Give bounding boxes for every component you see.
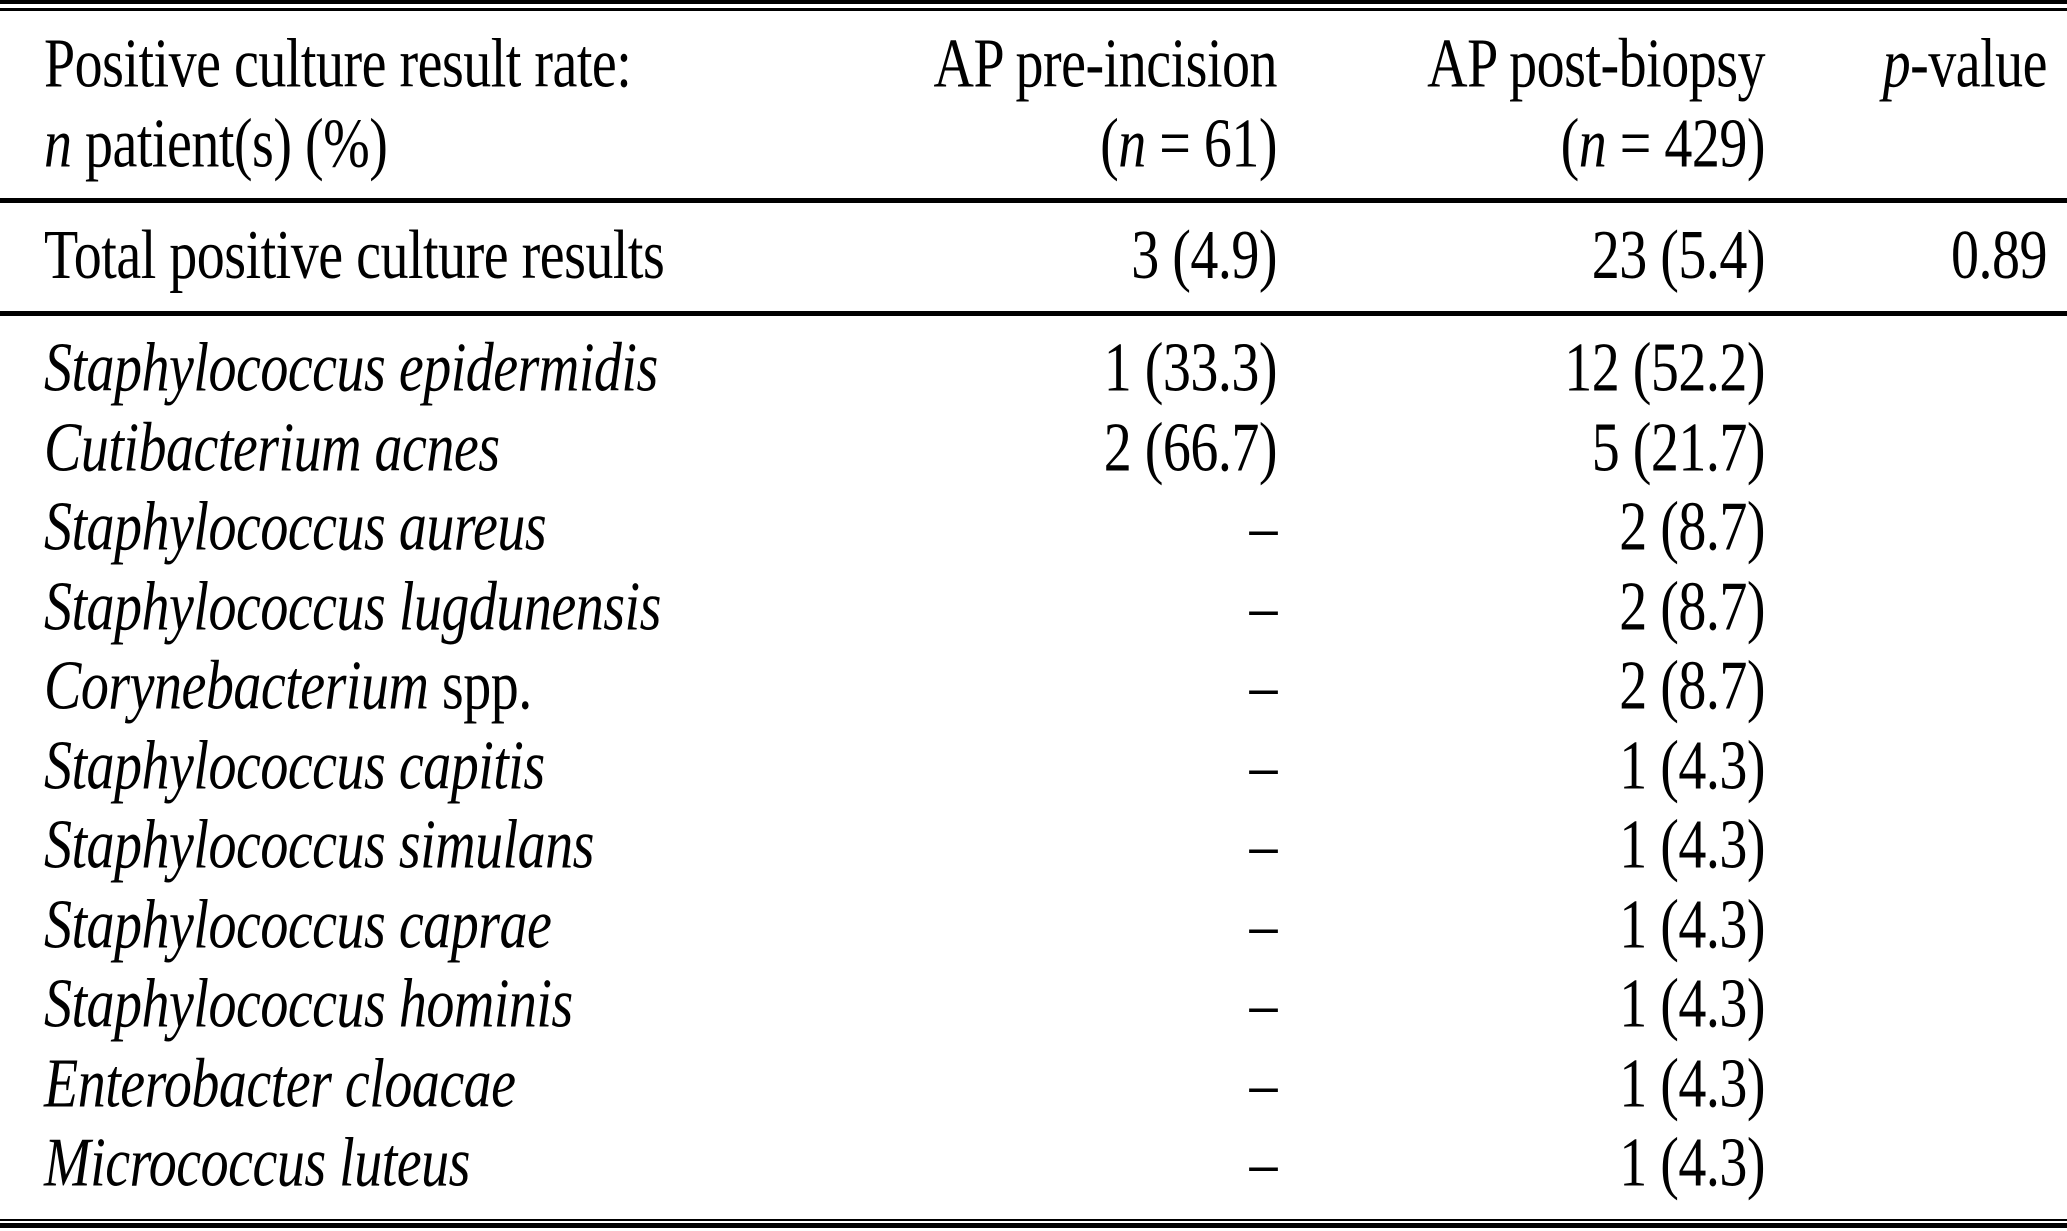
- pre-incision-value: –: [1249, 1044, 1278, 1123]
- table-row: Staphylococcus lugdunensis – 2 (8.7): [0, 567, 2067, 649]
- total-row: Total positive culture results 3 (4.9) 2…: [0, 203, 2067, 311]
- table-body: Staphylococcus epidermidis 1 (33.3) 12 (…: [0, 316, 2067, 1205]
- header-separator-rule: [0, 198, 2067, 203]
- post-biopsy-value: 2 (8.7): [1619, 647, 1765, 725]
- total-row-label: Total positive culture results: [44, 216, 665, 295]
- post-biopsy-value: 1 (4.3): [1619, 1124, 1765, 1202]
- pre-incision-value: –: [1249, 1124, 1278, 1202]
- italic-n: n: [44, 105, 72, 183]
- header-col4-line1: p-value: [1882, 14, 2048, 114]
- post-biopsy-value: 1 (4.3): [1619, 806, 1765, 884]
- post-biopsy-value: 2 (8.7): [1619, 488, 1765, 566]
- pre-incision-value: –: [1249, 567, 1278, 646]
- header-col4-rest: -value: [1910, 25, 2047, 103]
- italic-p: p: [1882, 25, 1911, 103]
- top-double-rule: [0, 0, 2067, 11]
- species-name: Corynebacterium: [44, 647, 429, 725]
- pre-incision-value: 1 (33.3): [1103, 329, 1278, 407]
- italic-n: n: [1578, 105, 1607, 183]
- header-col3-line1: AP post-biopsy: [1427, 25, 1765, 103]
- table-row: Staphylococcus aureus – 2 (8.7): [0, 488, 2067, 569]
- header-row-label-column: Positive culture result rate: n patient(…: [0, 25, 857, 198]
- species-name: Staphylococcus aureus: [44, 488, 547, 566]
- header-col2-count: = 61): [1145, 105, 1277, 183]
- species-suffix: spp.: [428, 647, 532, 725]
- pre-incision-value: –: [1249, 965, 1278, 1043]
- italic-n: n: [1118, 105, 1146, 183]
- post-biopsy-value: 12 (52.2): [1564, 329, 1765, 407]
- header-col1-line2-rest: patient(s) (%): [71, 105, 388, 183]
- species-name: Staphylococcus caprae: [44, 885, 552, 964]
- table-row: Corynebacterium spp. – 2 (8.7): [0, 647, 2067, 728]
- pre-incision-value: –: [1249, 726, 1278, 805]
- post-biopsy-value: 2 (8.7): [1619, 567, 1765, 646]
- table-row: Staphylococcus simulans – 1 (4.3): [0, 806, 2067, 887]
- table-header: Positive culture result rate: n patient(…: [0, 11, 2067, 198]
- total-pre-incision-value: 3 (4.9): [1131, 216, 1277, 295]
- header-col3-line2: (n = 429): [1560, 94, 1766, 194]
- pre-incision-value: –: [1249, 647, 1278, 725]
- post-biopsy-value: 1 (4.3): [1619, 726, 1765, 805]
- post-biopsy-value: 1 (4.3): [1619, 885, 1765, 964]
- species-name: Staphylococcus simulans: [44, 806, 594, 884]
- paren-open: (: [1560, 105, 1580, 183]
- table-row: Staphylococcus caprae – 1 (4.3): [0, 885, 2067, 967]
- post-biopsy-value: 1 (4.3): [1619, 1044, 1765, 1123]
- header-p-value-column: p-value: [1765, 25, 2048, 198]
- header-col2-line2: (n = 61): [1100, 94, 1277, 194]
- species-name: Micrococcus luteus: [44, 1124, 470, 1202]
- header-col3-count: = 429): [1606, 105, 1766, 183]
- table-row: Staphylococcus epidermidis 1 (33.3) 12 (…: [0, 329, 2067, 410]
- table-row: Staphylococcus hominis – 1 (4.3): [0, 965, 2067, 1046]
- table-row: Staphylococcus capitis – 1 (4.3): [0, 726, 2067, 808]
- bottom-double-rule: [0, 1219, 2067, 1228]
- post-biopsy-value: 1 (4.3): [1619, 965, 1765, 1043]
- pre-incision-value: 2 (66.7): [1103, 408, 1278, 487]
- header-col1-line2: n patient(s) (%): [44, 94, 388, 194]
- header-pre-incision-column: AP pre-incision (n = 61): [857, 25, 1278, 198]
- total-post-biopsy-value: 23 (5.4): [1591, 216, 1766, 295]
- species-name: Staphylococcus epidermidis: [44, 329, 658, 407]
- post-biopsy-value: 5 (21.7): [1591, 408, 1766, 487]
- species-name: Enterobacter cloacae: [44, 1044, 516, 1123]
- header-col1-line1: Positive culture result rate:: [44, 25, 632, 103]
- paren-open: (: [1100, 105, 1119, 183]
- table-row: Cutibacterium acnes 2 (66.7) 5 (21.7): [0, 408, 2067, 490]
- pre-incision-value: –: [1249, 885, 1278, 964]
- pre-incision-value: –: [1249, 488, 1278, 566]
- species-name: Cutibacterium acnes: [44, 408, 500, 487]
- total-p-value: 0.89: [1951, 216, 2048, 295]
- pre-incision-value: –: [1249, 806, 1278, 884]
- table-row: Enterobacter cloacae – 1 (4.3): [0, 1044, 2067, 1126]
- species-name: Staphylococcus hominis: [44, 965, 573, 1043]
- header-post-biopsy-column: AP post-biopsy (n = 429): [1277, 25, 1765, 198]
- species-name: Staphylococcus capitis: [44, 726, 545, 805]
- table-row: Micrococcus luteus – 1 (4.3): [0, 1124, 2067, 1205]
- species-name: Staphylococcus lugdunensis: [44, 567, 661, 646]
- header-col2-line1: AP pre-incision: [933, 25, 1278, 103]
- total-separator-rule: [0, 311, 2067, 316]
